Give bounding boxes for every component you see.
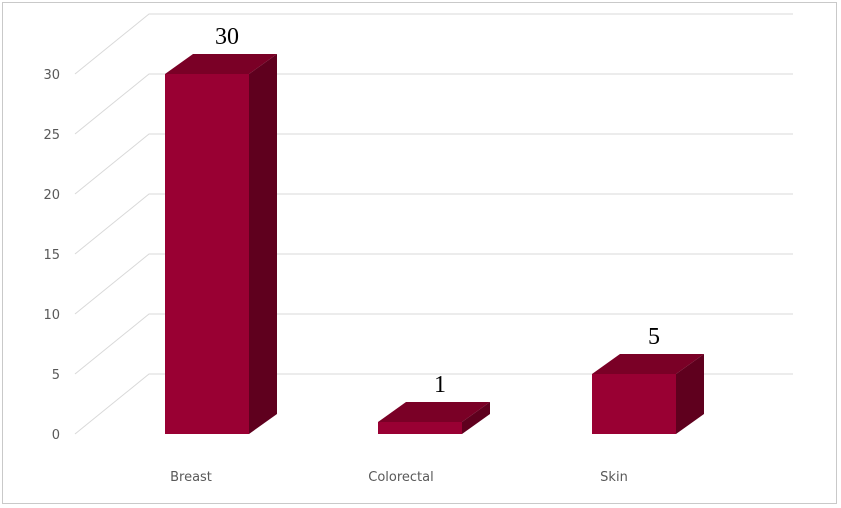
bar-side-face — [462, 402, 490, 434]
gridline — [74, 133, 793, 195]
y-tick-label: 30 — [43, 68, 60, 83]
data-labels: 30 1 5 — [215, 24, 660, 398]
data-label: 1 — [434, 372, 446, 398]
bar — [165, 54, 277, 434]
x-tick-label: Skin — [600, 470, 628, 485]
bars — [165, 54, 704, 434]
bar-side-face — [676, 354, 704, 434]
x-tick-label: Breast — [170, 470, 212, 485]
data-label: 30 — [215, 24, 239, 50]
bar-top-face — [378, 402, 490, 422]
gridline — [74, 373, 793, 435]
y-tick-label: 5 — [52, 368, 60, 383]
gridlines — [74, 13, 793, 435]
bar-front-face — [165, 74, 249, 434]
bar-front-face — [592, 374, 676, 434]
y-tick-label: 10 — [43, 308, 60, 323]
y-tick-label: 25 — [43, 128, 60, 143]
bar-top-face — [165, 54, 277, 74]
bar — [592, 354, 704, 434]
gridline — [74, 253, 793, 315]
gridline — [74, 193, 793, 255]
gridline — [74, 13, 793, 75]
gridline — [74, 313, 793, 375]
bar-top-face — [592, 354, 704, 374]
y-axis-tick-labels: 0 5 10 15 20 25 30 — [43, 68, 60, 443]
data-label: 5 — [648, 324, 660, 350]
bar-front-face — [378, 422, 462, 434]
y-tick-label: 20 — [43, 188, 60, 203]
gridline — [74, 73, 793, 135]
bar — [378, 402, 490, 434]
y-tick-label: 0 — [52, 428, 60, 443]
x-tick-label: Colorectal — [368, 470, 433, 485]
x-axis-tick-labels: Breast Colorectal Skin — [170, 470, 628, 485]
bar-side-face — [249, 54, 277, 434]
y-tick-label: 15 — [43, 248, 60, 263]
